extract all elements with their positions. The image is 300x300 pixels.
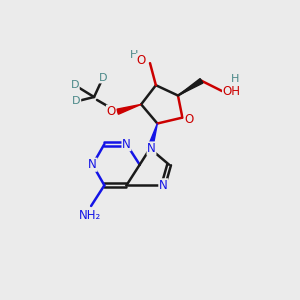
Text: N: N: [159, 179, 168, 192]
Polygon shape: [148, 124, 158, 149]
Polygon shape: [117, 104, 141, 114]
Text: N: N: [147, 142, 156, 155]
Text: O: O: [184, 112, 194, 126]
Text: N: N: [122, 138, 131, 151]
Text: H: H: [231, 74, 240, 84]
Text: N: N: [88, 158, 97, 171]
Text: D: D: [72, 96, 81, 106]
Text: OH: OH: [223, 85, 241, 98]
Text: NH₂: NH₂: [79, 209, 101, 222]
Polygon shape: [178, 79, 203, 95]
Text: D: D: [71, 80, 79, 90]
Text: O: O: [136, 54, 146, 67]
Text: O: O: [106, 105, 116, 118]
Text: D: D: [99, 73, 107, 83]
Text: H: H: [130, 50, 138, 60]
